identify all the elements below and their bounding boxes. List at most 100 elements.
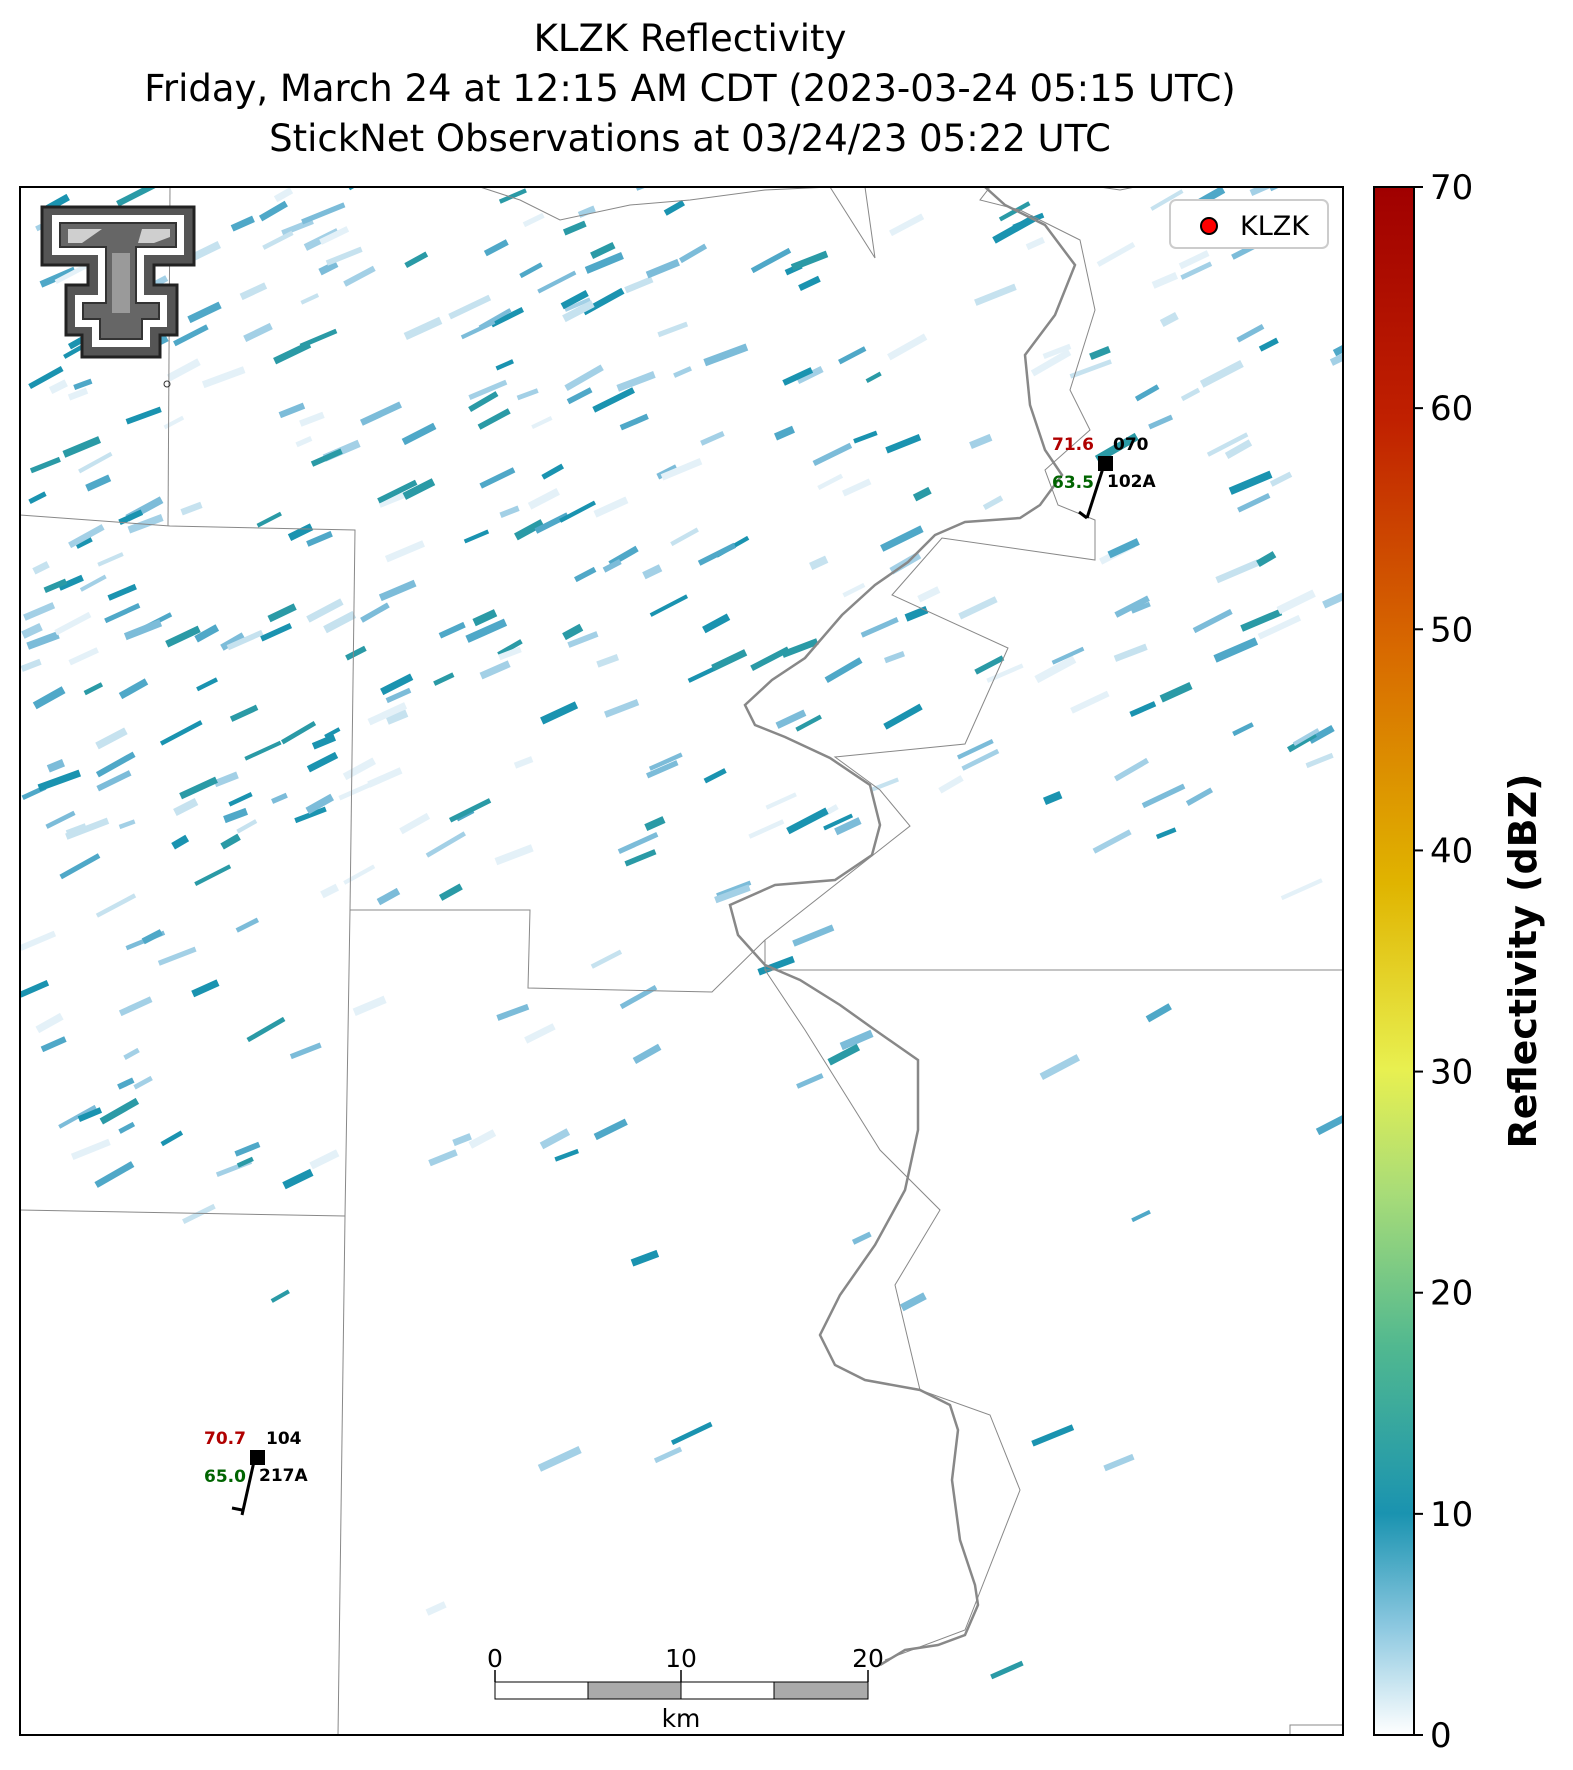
echo-streak: [884, 650, 905, 664]
echo-streak: [537, 1446, 582, 1472]
colorbar-tick-label: 10: [1430, 1495, 1473, 1535]
echo-streak: [282, 1168, 314, 1190]
echo-streak: [1155, 827, 1177, 840]
echo-streak: [617, 831, 659, 855]
echo-streak: [376, 887, 401, 906]
echo-streak: [496, 1003, 530, 1021]
echo-streak: [320, 883, 340, 899]
echo-streak: [271, 792, 288, 804]
echo-streak: [956, 739, 994, 760]
echo-streak: [522, 212, 545, 228]
echo-streak: [479, 467, 516, 489]
echo-streak: [1257, 614, 1302, 640]
echo-streak: [59, 853, 101, 880]
echo-streak: [644, 816, 666, 831]
echo-streak: [83, 682, 104, 696]
echo-streak: [191, 979, 220, 998]
echo-streak: [401, 422, 437, 446]
echo-streak: [885, 434, 922, 454]
klzk-marker-icon: [1200, 217, 1218, 235]
colorbar-gradient: [1373, 186, 1415, 1736]
echo-streak: [228, 792, 253, 807]
echo-streak: [246, 1016, 286, 1043]
echo-streak: [1236, 323, 1265, 343]
echo-streak: [904, 606, 929, 622]
echo-streak: [342, 757, 376, 781]
echo-streak: [294, 806, 327, 824]
echo-streak: [116, 187, 158, 207]
echo-streak: [839, 1029, 874, 1051]
echo-streak: [624, 276, 654, 294]
echo-streak: [889, 213, 925, 237]
echo-streak: [465, 618, 508, 643]
echo-streak: [663, 199, 685, 216]
echo-streak: [273, 187, 294, 203]
map-title: KLZK Reflectivity: [533, 17, 847, 60]
echo-streak: [163, 415, 185, 430]
echo-streak: [592, 387, 635, 413]
echo-streak: [65, 823, 88, 837]
echo-streak: [37, 769, 82, 792]
echo-streak: [310, 448, 343, 467]
echo-streak: [559, 500, 597, 523]
echo-streak: [497, 639, 523, 657]
echo-streak: [352, 995, 387, 1016]
echo-streak: [260, 623, 293, 642]
colorbar-tick-label: 60: [1430, 389, 1473, 429]
echo-streak: [697, 542, 737, 566]
station-070[interactable]: 71.6 070 63.5 102A: [1052, 435, 1156, 520]
echo-streak: [1185, 787, 1214, 806]
echo-streak: [468, 379, 508, 400]
echo-streak: [402, 478, 436, 500]
echo-streak: [554, 1148, 579, 1162]
echo-streak: [1030, 349, 1072, 377]
echo-streak: [499, 505, 520, 518]
echo-streak: [986, 663, 1024, 683]
echo-streak: [630, 1249, 660, 1267]
wind-barb-flag: [231, 1506, 243, 1512]
echo-streak: [118, 819, 136, 830]
echo-streak: [1213, 637, 1259, 663]
echo-streak: [567, 631, 599, 648]
echo-streak: [1094, 432, 1139, 463]
echo-streak: [795, 714, 822, 732]
echo-streak: [348, 187, 356, 191]
echo-streak: [173, 797, 199, 817]
echo-streak: [477, 408, 511, 430]
echo-streak: [258, 200, 288, 222]
echo-streak: [1269, 471, 1293, 487]
echo-streak: [990, 1660, 1024, 1680]
echo-streak: [94, 1161, 135, 1188]
echo-streak: [590, 949, 623, 969]
echo-streak: [834, 817, 862, 836]
echo-streak: [1180, 261, 1213, 280]
echo-streak: [714, 884, 751, 904]
colorbar-tick-label: 40: [1430, 831, 1473, 871]
echo-streak: [104, 603, 141, 624]
echo-streak: [295, 436, 313, 448]
echo-streak: [786, 807, 829, 835]
echo-streak: [796, 1073, 824, 1089]
echo-streak: [1237, 493, 1271, 513]
echo-streak: [584, 251, 624, 274]
echo-streak: [1308, 724, 1335, 744]
echo-streak: [853, 430, 878, 444]
echo-streak: [590, 241, 616, 259]
echo-streak: [68, 524, 105, 549]
echo-streak: [774, 425, 795, 441]
echo-streak: [99, 1097, 140, 1125]
echo-streak: [1042, 343, 1072, 360]
station-temp: 71.6: [1052, 435, 1094, 455]
echo-streak: [998, 201, 1031, 222]
echo-streak: [541, 463, 565, 480]
station-104[interactable]: 70.7 104 65.0 217A: [204, 1429, 308, 1516]
echo-streak: [226, 629, 264, 651]
echo-streak: [648, 752, 683, 771]
echo-streak: [118, 1121, 136, 1134]
echo-streak: [782, 367, 814, 386]
scale-tick-0: 0: [487, 1644, 503, 1673]
echo-streak: [244, 740, 282, 761]
echo-streak: [539, 1128, 571, 1150]
echo-streak: [646, 760, 679, 779]
